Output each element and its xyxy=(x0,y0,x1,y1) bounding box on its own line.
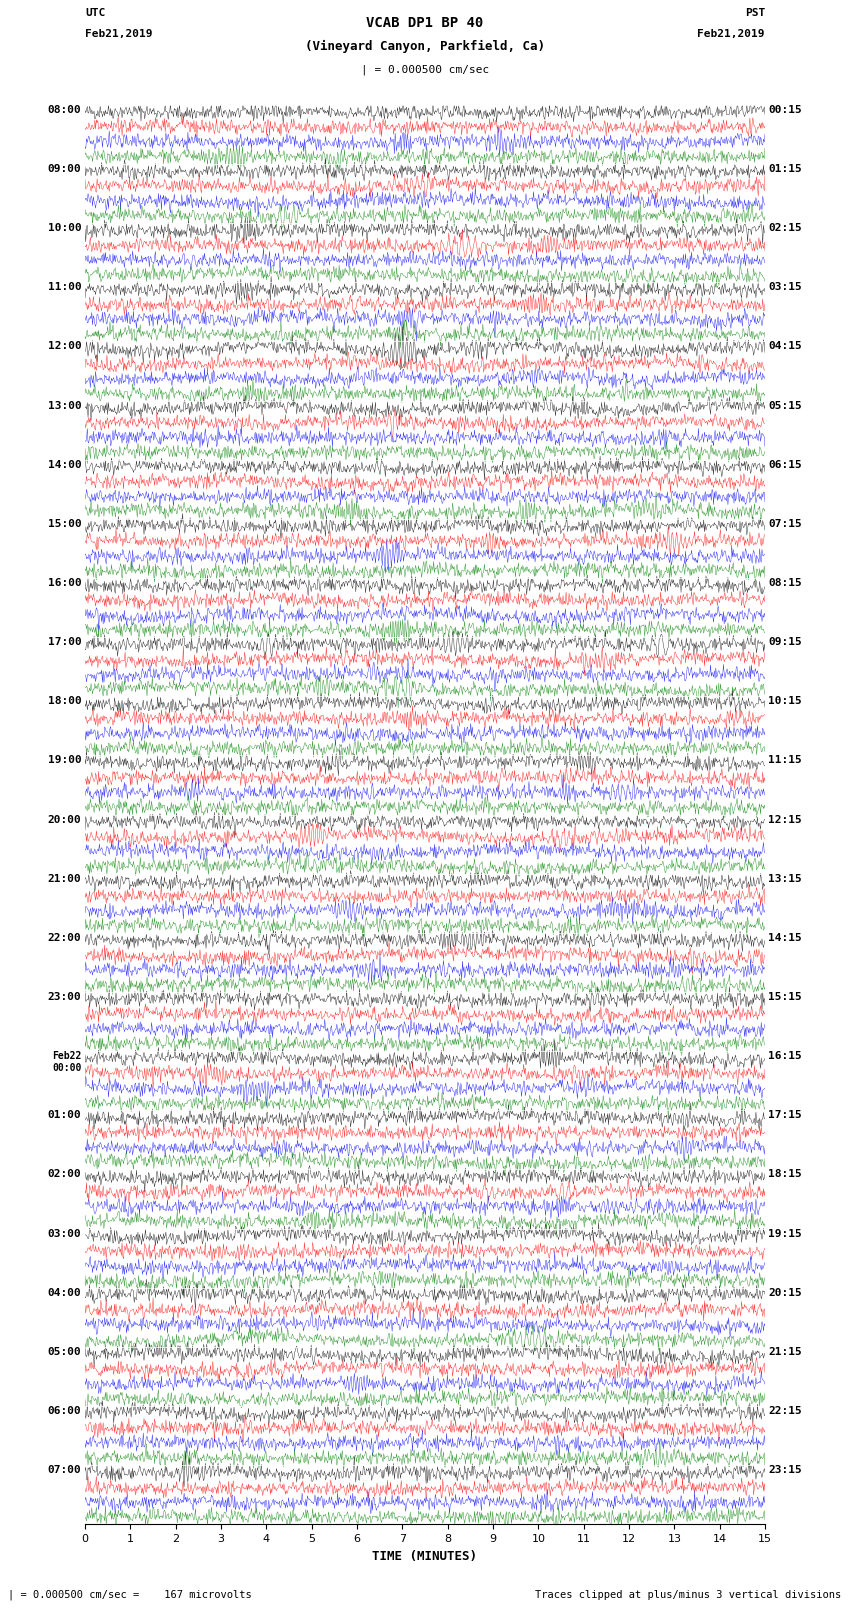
Text: 04:00: 04:00 xyxy=(48,1287,82,1298)
Text: 14:00: 14:00 xyxy=(48,460,82,469)
Text: 08:15: 08:15 xyxy=(768,577,802,589)
Text: 18:00: 18:00 xyxy=(48,697,82,706)
Text: 05:15: 05:15 xyxy=(768,400,802,411)
Text: 06:15: 06:15 xyxy=(768,460,802,469)
Text: 01:15: 01:15 xyxy=(768,165,802,174)
Text: 00:15: 00:15 xyxy=(768,105,802,115)
Text: Feb21,2019: Feb21,2019 xyxy=(698,29,765,39)
Text: 05:00: 05:00 xyxy=(48,1347,82,1357)
Text: 02:15: 02:15 xyxy=(768,223,802,234)
Text: 09:15: 09:15 xyxy=(768,637,802,647)
Text: 13:00: 13:00 xyxy=(48,400,82,411)
Text: 21:15: 21:15 xyxy=(768,1347,802,1357)
Text: 10:00: 10:00 xyxy=(48,223,82,234)
Text: 09:00: 09:00 xyxy=(48,165,82,174)
Text: 16:15: 16:15 xyxy=(768,1052,802,1061)
Text: 12:15: 12:15 xyxy=(768,815,802,824)
Text: 16:00: 16:00 xyxy=(48,577,82,589)
Text: Feb21,2019: Feb21,2019 xyxy=(85,29,152,39)
Text: 18:15: 18:15 xyxy=(768,1169,802,1179)
X-axis label: TIME (MINUTES): TIME (MINUTES) xyxy=(372,1550,478,1563)
Text: 08:00: 08:00 xyxy=(48,105,82,115)
Text: 20:15: 20:15 xyxy=(768,1287,802,1298)
Text: 03:15: 03:15 xyxy=(768,282,802,292)
Text: 10:15: 10:15 xyxy=(768,697,802,706)
Text: Traces clipped at plus/minus 3 vertical divisions: Traces clipped at plus/minus 3 vertical … xyxy=(536,1590,842,1600)
Text: | = 0.000500 cm/sec =    167 microvolts: | = 0.000500 cm/sec = 167 microvolts xyxy=(8,1589,252,1600)
Text: PST: PST xyxy=(745,8,765,18)
Text: 11:15: 11:15 xyxy=(768,755,802,766)
Text: 23:15: 23:15 xyxy=(768,1465,802,1476)
Text: UTC: UTC xyxy=(85,8,105,18)
Text: 22:00: 22:00 xyxy=(48,932,82,944)
Text: 19:00: 19:00 xyxy=(48,755,82,766)
Text: 03:00: 03:00 xyxy=(48,1229,82,1239)
Text: 19:15: 19:15 xyxy=(768,1229,802,1239)
Text: 13:15: 13:15 xyxy=(768,874,802,884)
Text: 15:15: 15:15 xyxy=(768,992,802,1002)
Text: VCAB DP1 BP 40: VCAB DP1 BP 40 xyxy=(366,16,484,31)
Text: 17:00: 17:00 xyxy=(48,637,82,647)
Text: Feb22
00:00: Feb22 00:00 xyxy=(52,1052,82,1073)
Text: 14:15: 14:15 xyxy=(768,932,802,944)
Text: 07:00: 07:00 xyxy=(48,1465,82,1476)
Text: | = 0.000500 cm/sec: | = 0.000500 cm/sec xyxy=(361,65,489,76)
Text: 04:15: 04:15 xyxy=(768,342,802,352)
Text: 06:00: 06:00 xyxy=(48,1407,82,1416)
Text: 20:00: 20:00 xyxy=(48,815,82,824)
Text: 01:00: 01:00 xyxy=(48,1110,82,1121)
Text: 15:00: 15:00 xyxy=(48,519,82,529)
Text: 07:15: 07:15 xyxy=(768,519,802,529)
Text: 02:00: 02:00 xyxy=(48,1169,82,1179)
Text: 21:00: 21:00 xyxy=(48,874,82,884)
Text: 23:00: 23:00 xyxy=(48,992,82,1002)
Text: 11:00: 11:00 xyxy=(48,282,82,292)
Text: (Vineyard Canyon, Parkfield, Ca): (Vineyard Canyon, Parkfield, Ca) xyxy=(305,40,545,53)
Text: 17:15: 17:15 xyxy=(768,1110,802,1121)
Text: 22:15: 22:15 xyxy=(768,1407,802,1416)
Text: 12:00: 12:00 xyxy=(48,342,82,352)
